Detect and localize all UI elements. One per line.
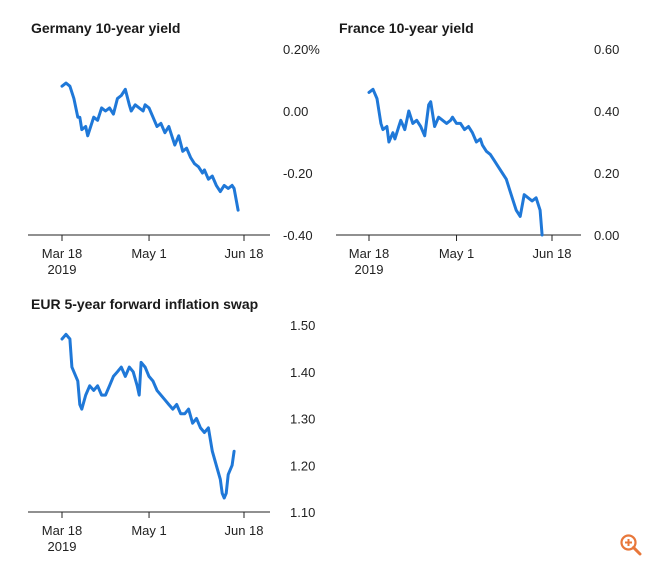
x-tick-label: Jun 18	[224, 246, 263, 261]
series-line	[367, 87, 544, 237]
y-tick-label: 0.00	[283, 104, 308, 119]
y-tick-label: 0.60	[594, 42, 619, 57]
zoom-in-icon[interactable]	[618, 532, 644, 558]
x-tick-label: May 1	[131, 246, 166, 261]
y-tick-label: 1.50	[290, 318, 315, 333]
y-tick-label: 0.40	[594, 104, 619, 119]
y-tick-label: -0.20	[283, 166, 313, 181]
x-tick-label: Jun 18	[224, 523, 263, 538]
y-tick-label: 1.20	[290, 458, 315, 473]
x-tick-label: Mar 18	[42, 246, 82, 261]
x-tick-label: May 1	[439, 246, 474, 261]
chart-germany-10y: Germany 10-year yield 0.20% 0.00 -0.20 -0.4…	[0, 0, 330, 290]
x-tick-sublabel: 2019	[48, 262, 77, 277]
x-tick-label: Jun 18	[532, 246, 571, 261]
chart-eur-inflation-swap: EUR 5-year forward inflation swap 1.50 1.…	[28, 296, 315, 554]
series-line	[60, 81, 240, 212]
series-line	[60, 332, 236, 500]
y-tick-label: 1.30	[290, 412, 315, 427]
y-tick-label: 0.20%	[283, 42, 320, 57]
y-tick-label: 1.40	[290, 365, 315, 380]
chart-title: EUR 5-year forward inflation swap	[31, 296, 259, 312]
x-tick-sublabel: 2019	[355, 262, 384, 277]
x-tick-label: Mar 18	[42, 523, 82, 538]
chart-title: Germany 10-year yield	[31, 20, 181, 36]
chart-france-10y: France 10-year yield 0.60 0.40 0.20 0.00 Mar…	[336, 20, 619, 277]
x-tick-label: May 1	[131, 523, 166, 538]
chart-title: France 10-year yield	[339, 20, 474, 36]
y-tick-label: 1.10	[290, 505, 315, 520]
x-tick-sublabel: 2019	[48, 539, 77, 554]
y-tick-label: 0.00	[594, 228, 619, 243]
x-tick-label: Mar 18	[349, 246, 389, 261]
y-tick-label: 0.20	[594, 166, 619, 181]
y-tick-label: -0.40	[283, 228, 313, 243]
